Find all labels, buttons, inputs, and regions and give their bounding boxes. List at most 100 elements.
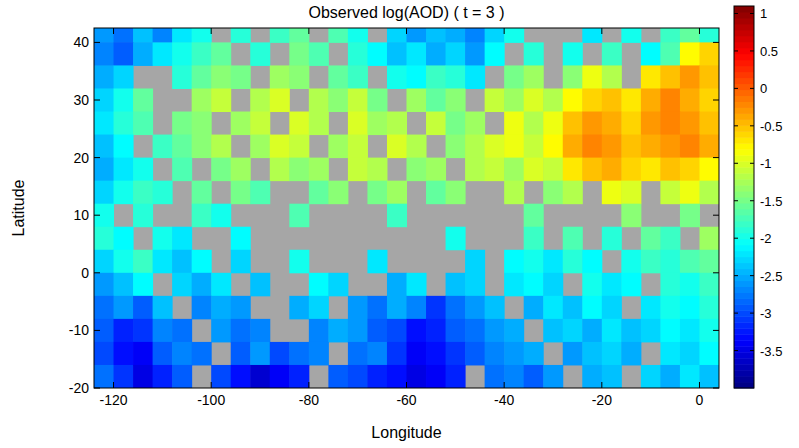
cell bbox=[680, 296, 700, 320]
cell bbox=[621, 88, 641, 112]
colorbar-swatch bbox=[734, 78, 754, 84]
cell bbox=[94, 135, 114, 159]
cell bbox=[621, 204, 641, 228]
cell bbox=[250, 319, 270, 343]
cell bbox=[699, 112, 719, 136]
cell bbox=[602, 342, 622, 366]
cell bbox=[680, 204, 700, 228]
cell bbox=[231, 342, 251, 366]
colorbar-swatch bbox=[734, 155, 754, 161]
cell bbox=[348, 135, 368, 159]
cell bbox=[426, 319, 446, 343]
cell bbox=[133, 28, 153, 43]
cell bbox=[289, 365, 309, 388]
cell bbox=[543, 296, 563, 320]
cell bbox=[192, 65, 212, 89]
cell bbox=[563, 296, 583, 320]
cell bbox=[680, 250, 700, 274]
cell bbox=[94, 42, 114, 66]
cell bbox=[94, 365, 114, 388]
cell bbox=[348, 112, 368, 136]
cell bbox=[446, 365, 466, 388]
x-tick bbox=[308, 28, 309, 34]
cell bbox=[465, 28, 485, 43]
cell bbox=[641, 365, 661, 388]
colorbar-tick bbox=[750, 275, 754, 276]
x-tick bbox=[308, 382, 309, 388]
cell bbox=[348, 319, 368, 343]
cell bbox=[602, 296, 622, 320]
cell bbox=[387, 296, 407, 320]
colorbar-tick bbox=[734, 275, 738, 276]
cell bbox=[563, 342, 583, 366]
cell bbox=[485, 158, 505, 182]
colorbar-swatch bbox=[734, 191, 754, 197]
cell bbox=[446, 28, 466, 43]
colorbar-swatch bbox=[734, 173, 754, 179]
cell bbox=[133, 365, 153, 388]
cell bbox=[543, 273, 563, 297]
cell bbox=[192, 135, 212, 159]
cell bbox=[250, 273, 270, 297]
cell bbox=[387, 112, 407, 136]
cell bbox=[153, 227, 173, 251]
colorbar-tick-label: -2 bbox=[760, 231, 772, 246]
cell bbox=[172, 227, 192, 251]
cell bbox=[94, 296, 114, 320]
cell bbox=[270, 28, 290, 43]
cell bbox=[387, 273, 407, 297]
cell bbox=[641, 250, 661, 274]
cell bbox=[563, 135, 583, 159]
cell bbox=[660, 181, 680, 205]
cell bbox=[680, 181, 700, 205]
cell bbox=[465, 250, 485, 274]
cell bbox=[250, 365, 270, 388]
cell bbox=[231, 319, 251, 343]
cell bbox=[641, 227, 661, 251]
cell bbox=[660, 88, 680, 112]
cell bbox=[289, 65, 309, 89]
cell bbox=[133, 88, 153, 112]
cell bbox=[231, 28, 251, 43]
cell bbox=[680, 42, 700, 66]
cell bbox=[348, 65, 368, 89]
cell bbox=[114, 319, 134, 343]
cell bbox=[582, 365, 602, 388]
cell bbox=[582, 28, 602, 43]
cell bbox=[426, 28, 446, 43]
colorbar-swatch bbox=[734, 185, 754, 191]
cell bbox=[407, 342, 427, 366]
cell bbox=[133, 204, 153, 228]
cell bbox=[543, 112, 563, 136]
cell bbox=[367, 342, 387, 366]
cell bbox=[504, 28, 524, 43]
cell bbox=[348, 296, 368, 320]
cell bbox=[524, 112, 544, 136]
cell bbox=[250, 135, 270, 159]
cell bbox=[699, 342, 719, 366]
colorbar-swatch bbox=[734, 376, 754, 382]
cell bbox=[153, 135, 173, 159]
y-tick bbox=[713, 42, 719, 43]
cell bbox=[250, 42, 270, 66]
cell bbox=[172, 158, 192, 182]
x-tick bbox=[211, 28, 212, 34]
cell bbox=[602, 158, 622, 182]
x-tick-label: -80 bbox=[299, 392, 319, 408]
colorbar-tick bbox=[750, 200, 754, 201]
cell bbox=[367, 181, 387, 205]
y-axis-title: Latitude bbox=[10, 179, 27, 236]
cell bbox=[446, 181, 466, 205]
cell bbox=[426, 88, 446, 112]
colorbar-swatch bbox=[734, 239, 754, 245]
cell bbox=[641, 65, 661, 89]
colorbar-tick bbox=[734, 350, 738, 351]
colorbar-swatch bbox=[734, 36, 754, 42]
cell bbox=[426, 342, 446, 366]
colorbar-tick bbox=[750, 125, 754, 126]
colorbar-swatch bbox=[734, 54, 754, 60]
colorbar-tick bbox=[734, 13, 738, 14]
cell bbox=[231, 65, 251, 89]
cell bbox=[582, 135, 602, 159]
cell bbox=[231, 296, 251, 320]
